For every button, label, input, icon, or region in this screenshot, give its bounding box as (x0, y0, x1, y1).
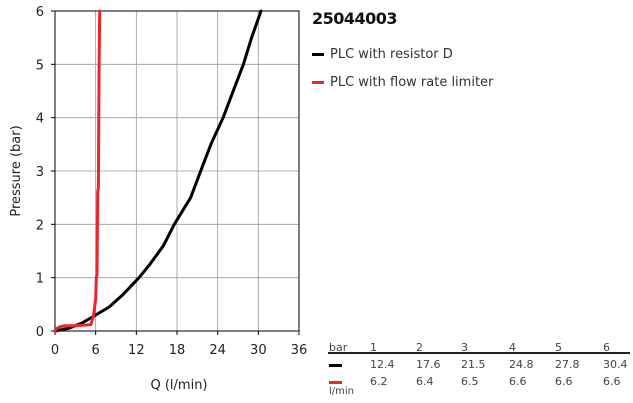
table-pressure-header: 6 (603, 341, 610, 354)
y-tick-label: 5 (36, 58, 44, 73)
y-tick-label: 6 (36, 5, 44, 20)
table-cell: 6.6 (509, 375, 527, 388)
x-tick-label: 0 (51, 343, 59, 358)
y-tick-label: 1 (36, 272, 44, 287)
table-header-unit: bar (329, 341, 348, 354)
y-tick-label: 3 (36, 165, 44, 180)
y-axis-label: Pressure (bar) (9, 125, 24, 216)
table-cell: 21.5 (461, 358, 486, 371)
x-axis-label: Q (l/min) (150, 378, 207, 393)
table-pressure-header: 3 (461, 341, 468, 354)
x-tick-label: 18 (169, 343, 186, 358)
x-tick-label: 36 (291, 343, 308, 358)
series-line-limiter (53, 9, 102, 333)
legend-item-limiter: PLC with flow rate limiter (312, 75, 493, 90)
y-tick-label: 0 (36, 325, 44, 340)
table-pressure-header: 2 (416, 341, 423, 354)
x-tick-label: 30 (250, 343, 267, 358)
legend-swatch-red (312, 81, 324, 84)
table-pressure-header: 1 (370, 341, 377, 354)
legend-label-resistor: PLC with resistor D (330, 47, 453, 62)
table-cell: 6.6 (555, 375, 573, 388)
y-tick-label: 4 (36, 112, 44, 127)
table-row-swatch (329, 364, 342, 367)
y-tick-label: 2 (36, 218, 44, 233)
table-cell: 6.4 (416, 375, 434, 388)
x-tick-label: 24 (209, 343, 226, 358)
table-pressure-header: 5 (555, 341, 562, 354)
table-row-swatch (329, 381, 342, 384)
table-cell: 17.6 (416, 358, 441, 371)
legend-item-resistor: PLC with resistor D (312, 47, 453, 62)
table-divider (328, 352, 630, 354)
x-tick-label: 12 (128, 343, 145, 358)
table-pressure-header: 4 (509, 341, 516, 354)
table-cell: 12.4 (370, 358, 395, 371)
table-cell: 6.6 (603, 375, 621, 388)
legend-label-limiter: PLC with flow rate limiter (330, 75, 494, 90)
x-tick-label: 6 (92, 343, 100, 358)
table-cell: 6.5 (461, 375, 479, 388)
table-cell: 24.8 (509, 358, 534, 371)
chart-title: 25044003 (312, 9, 398, 28)
table-cell: 27.8 (555, 358, 580, 371)
table-cell: 30.4 (603, 358, 628, 371)
table-cell: 6.2 (370, 375, 388, 388)
legend-swatch-black (312, 53, 324, 56)
table-row-unit: l/min (329, 386, 355, 397)
